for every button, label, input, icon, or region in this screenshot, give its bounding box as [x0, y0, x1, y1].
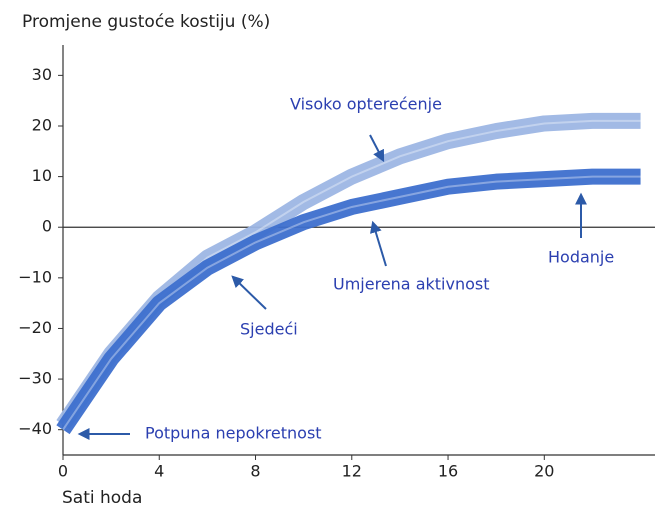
annotation-arrow: [369, 134, 385, 163]
annotation: Hodanje: [548, 248, 614, 267]
annotation: Sjedeći: [240, 320, 298, 339]
band-highlight: [62, 119, 641, 426]
annotation: Potpuna nepokretnost: [145, 424, 322, 443]
annotation: Umjerena aktivnost: [333, 275, 489, 294]
x-tick-label: 12: [342, 462, 362, 481]
y-tick-label: 30: [32, 65, 52, 84]
band-highlight: [62, 175, 641, 431]
y-tick-label: 0: [42, 217, 52, 236]
annotation-arrow: [231, 275, 267, 310]
y-tick-label: −20: [18, 318, 52, 337]
data-band: [56, 112, 641, 430]
x-tick-label: 16: [438, 462, 458, 481]
y-tick-label: −10: [18, 267, 52, 286]
x-tick-label: 0: [58, 462, 68, 481]
x-tick-label: 8: [250, 462, 260, 481]
y-tick-label: 10: [32, 166, 52, 185]
x-tick-label: 4: [154, 462, 164, 481]
y-tick-label: 20: [32, 115, 52, 134]
annotation-arrow: [370, 220, 387, 267]
data-band: [56, 168, 641, 435]
y-axis-title: Promjene gustoće kostiju (%): [22, 12, 270, 32]
y-tick-label: −40: [18, 419, 52, 438]
x-axis-title: Sati hoda: [62, 488, 142, 508]
x-tick-label: 20: [534, 462, 554, 481]
y-tick-label: −30: [18, 369, 52, 388]
annotation: Visoko opterećenje: [290, 95, 442, 114]
